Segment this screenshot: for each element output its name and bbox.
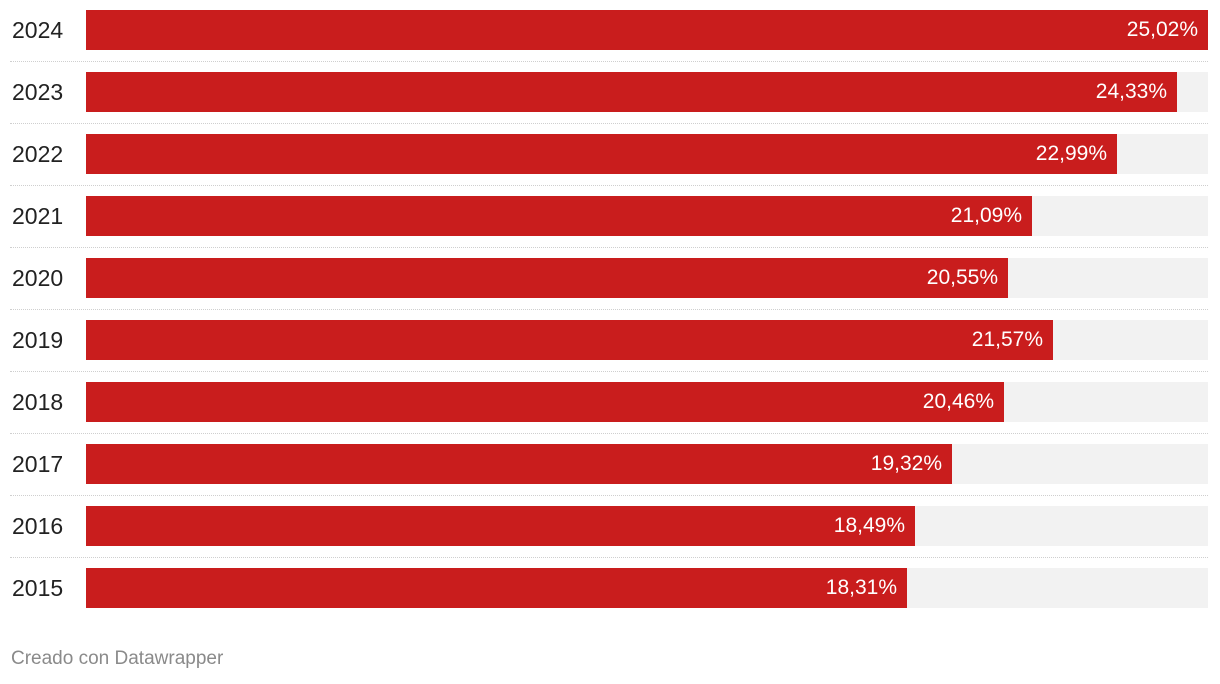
data-label: 24,33% — [1095, 80, 1167, 103]
data-label: 22,99% — [1035, 142, 1107, 165]
bar-row-2020: 2020 20,55% — [0, 248, 1220, 310]
row-divider — [10, 185, 1208, 186]
bar-2016: 18,49% — [86, 506, 915, 546]
bar-2015: 18,31% — [86, 568, 907, 608]
row-divider — [10, 247, 1208, 248]
data-label: 21,57% — [971, 328, 1043, 351]
bar-row-2017: 2017 19,32% — [0, 434, 1220, 496]
category-label: 2020 — [12, 265, 64, 291]
bar-track: 18,49% — [86, 506, 1208, 546]
bar-row-2021: 2021 21,09% — [0, 186, 1220, 248]
category-label: 2021 — [12, 203, 64, 229]
bar-track: 19,32% — [86, 444, 1208, 484]
bar-track: 22,99% — [86, 134, 1208, 174]
row-divider — [10, 495, 1208, 496]
bar-track: 20,55% — [86, 258, 1208, 298]
bar-row-2015: 2015 18,31% — [0, 558, 1220, 620]
bar-2023: 24,33% — [86, 72, 1177, 112]
data-label: 19,32% — [870, 452, 942, 475]
bar-2020: 20,55% — [86, 258, 1008, 298]
row-divider — [10, 371, 1208, 372]
data-label: 21,09% — [950, 204, 1022, 227]
bar-row-2024: 2024 25,02% — [0, 0, 1220, 62]
data-label: 20,46% — [922, 390, 994, 413]
row-divider — [10, 433, 1208, 434]
category-label: 2022 — [12, 141, 64, 167]
data-label: 25,02% — [1126, 18, 1198, 41]
bar-track: 24,33% — [86, 72, 1208, 112]
bar-2022: 22,99% — [86, 134, 1117, 174]
category-label: 2019 — [12, 327, 64, 353]
bar-row-2023: 2023 24,33% — [0, 62, 1220, 124]
bar-track: 21,57% — [86, 320, 1208, 360]
category-label: 2016 — [12, 513, 64, 539]
bar-track: 25,02% — [86, 10, 1208, 50]
bar-track: 21,09% — [86, 196, 1208, 236]
bar-chart: 2024 25,02% 2023 24,33% 2022 22,99% 2021 21,09%… — [0, 0, 1220, 620]
bar-2024: 25,02% — [86, 10, 1208, 50]
row-divider — [10, 557, 1208, 558]
bar-2019: 21,57% — [86, 320, 1053, 360]
bar-track: 20,46% — [86, 382, 1208, 422]
footer-credit: Creado con Datawrapper — [11, 648, 224, 669]
category-label: 2015 — [12, 575, 64, 601]
category-label: 2018 — [12, 389, 64, 415]
data-label: 18,49% — [833, 514, 905, 537]
bar-row-2018: 2018 20,46% — [0, 372, 1220, 434]
data-label: 18,31% — [825, 576, 897, 599]
data-label: 20,55% — [926, 266, 998, 289]
row-divider — [10, 309, 1208, 310]
bar-2017: 19,32% — [86, 444, 952, 484]
bar-row-2019: 2019 21,57% — [0, 310, 1220, 372]
category-label: 2023 — [12, 79, 64, 105]
bar-2021: 21,09% — [86, 196, 1032, 236]
bar-track: 18,31% — [86, 568, 1208, 608]
bar-2018: 20,46% — [86, 382, 1004, 422]
category-label: 2017 — [12, 451, 64, 477]
bar-row-2016: 2016 18,49% — [0, 496, 1220, 558]
row-divider — [10, 123, 1208, 124]
row-divider — [10, 61, 1208, 62]
category-label: 2024 — [12, 17, 64, 43]
bar-row-2022: 2022 22,99% — [0, 124, 1220, 186]
